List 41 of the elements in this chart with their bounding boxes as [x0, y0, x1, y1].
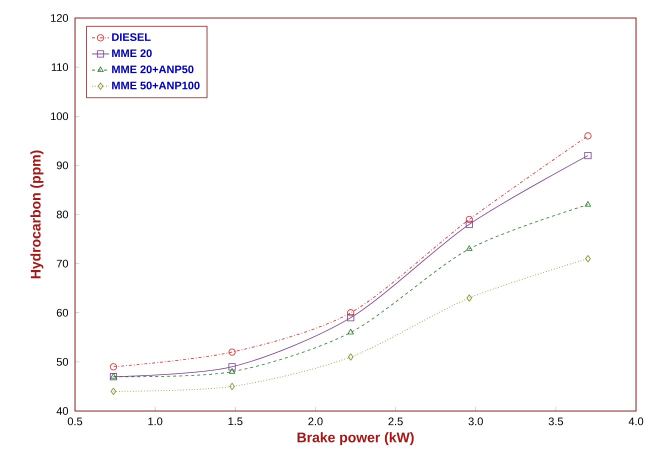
y-axis-title: Hydrocarbon (ppm): [30, 150, 44, 278]
point: [110, 388, 116, 395]
y-tick-label: 60: [56, 308, 68, 317]
legend-label: MME 20: [112, 49, 152, 58]
point: [110, 363, 118, 370]
point: [584, 201, 592, 207]
point: [466, 216, 473, 223]
y-tick-label: 70: [56, 260, 68, 268]
point: [228, 363, 236, 370]
x-tick-label: 1.0: [148, 418, 162, 426]
y-tick-label: 40: [56, 407, 68, 415]
x-tick-label: 3.0: [468, 418, 483, 426]
x-tick-label: 0.5: [68, 418, 82, 426]
x-tick-label: 2.0: [308, 418, 323, 426]
point: [348, 328, 354, 334]
point: [347, 314, 354, 322]
point: [348, 353, 354, 361]
legend-label: MME 50+ANP100: [112, 82, 200, 90]
y-tick-label: 110: [52, 63, 68, 72]
point: [584, 132, 592, 140]
point: [466, 245, 472, 251]
legend-label: MME 20+ANP50: [112, 65, 194, 74]
x-tick-label: 1.5: [228, 418, 242, 426]
y-tick-label: 90: [56, 162, 68, 170]
y-tick-label: 50: [56, 358, 68, 366]
point: [228, 348, 236, 356]
y-tick-label: 80: [56, 210, 68, 218]
legend-label: DIESEL: [112, 33, 151, 41]
point: [228, 368, 236, 374]
point: [466, 220, 473, 228]
x-tick-label: 2.5: [388, 418, 403, 426]
point: [585, 255, 591, 262]
y-tick-label: 120: [51, 14, 68, 22]
point: [229, 382, 235, 390]
point: [466, 294, 472, 302]
point: [584, 152, 592, 160]
y-tick-label: 100: [51, 112, 68, 120]
x-axis-title: Brake power (kW): [298, 432, 414, 446]
x-tick-label: 4.0: [628, 418, 644, 426]
point: [347, 309, 354, 316]
x-tick-label: 3.5: [548, 418, 564, 426]
